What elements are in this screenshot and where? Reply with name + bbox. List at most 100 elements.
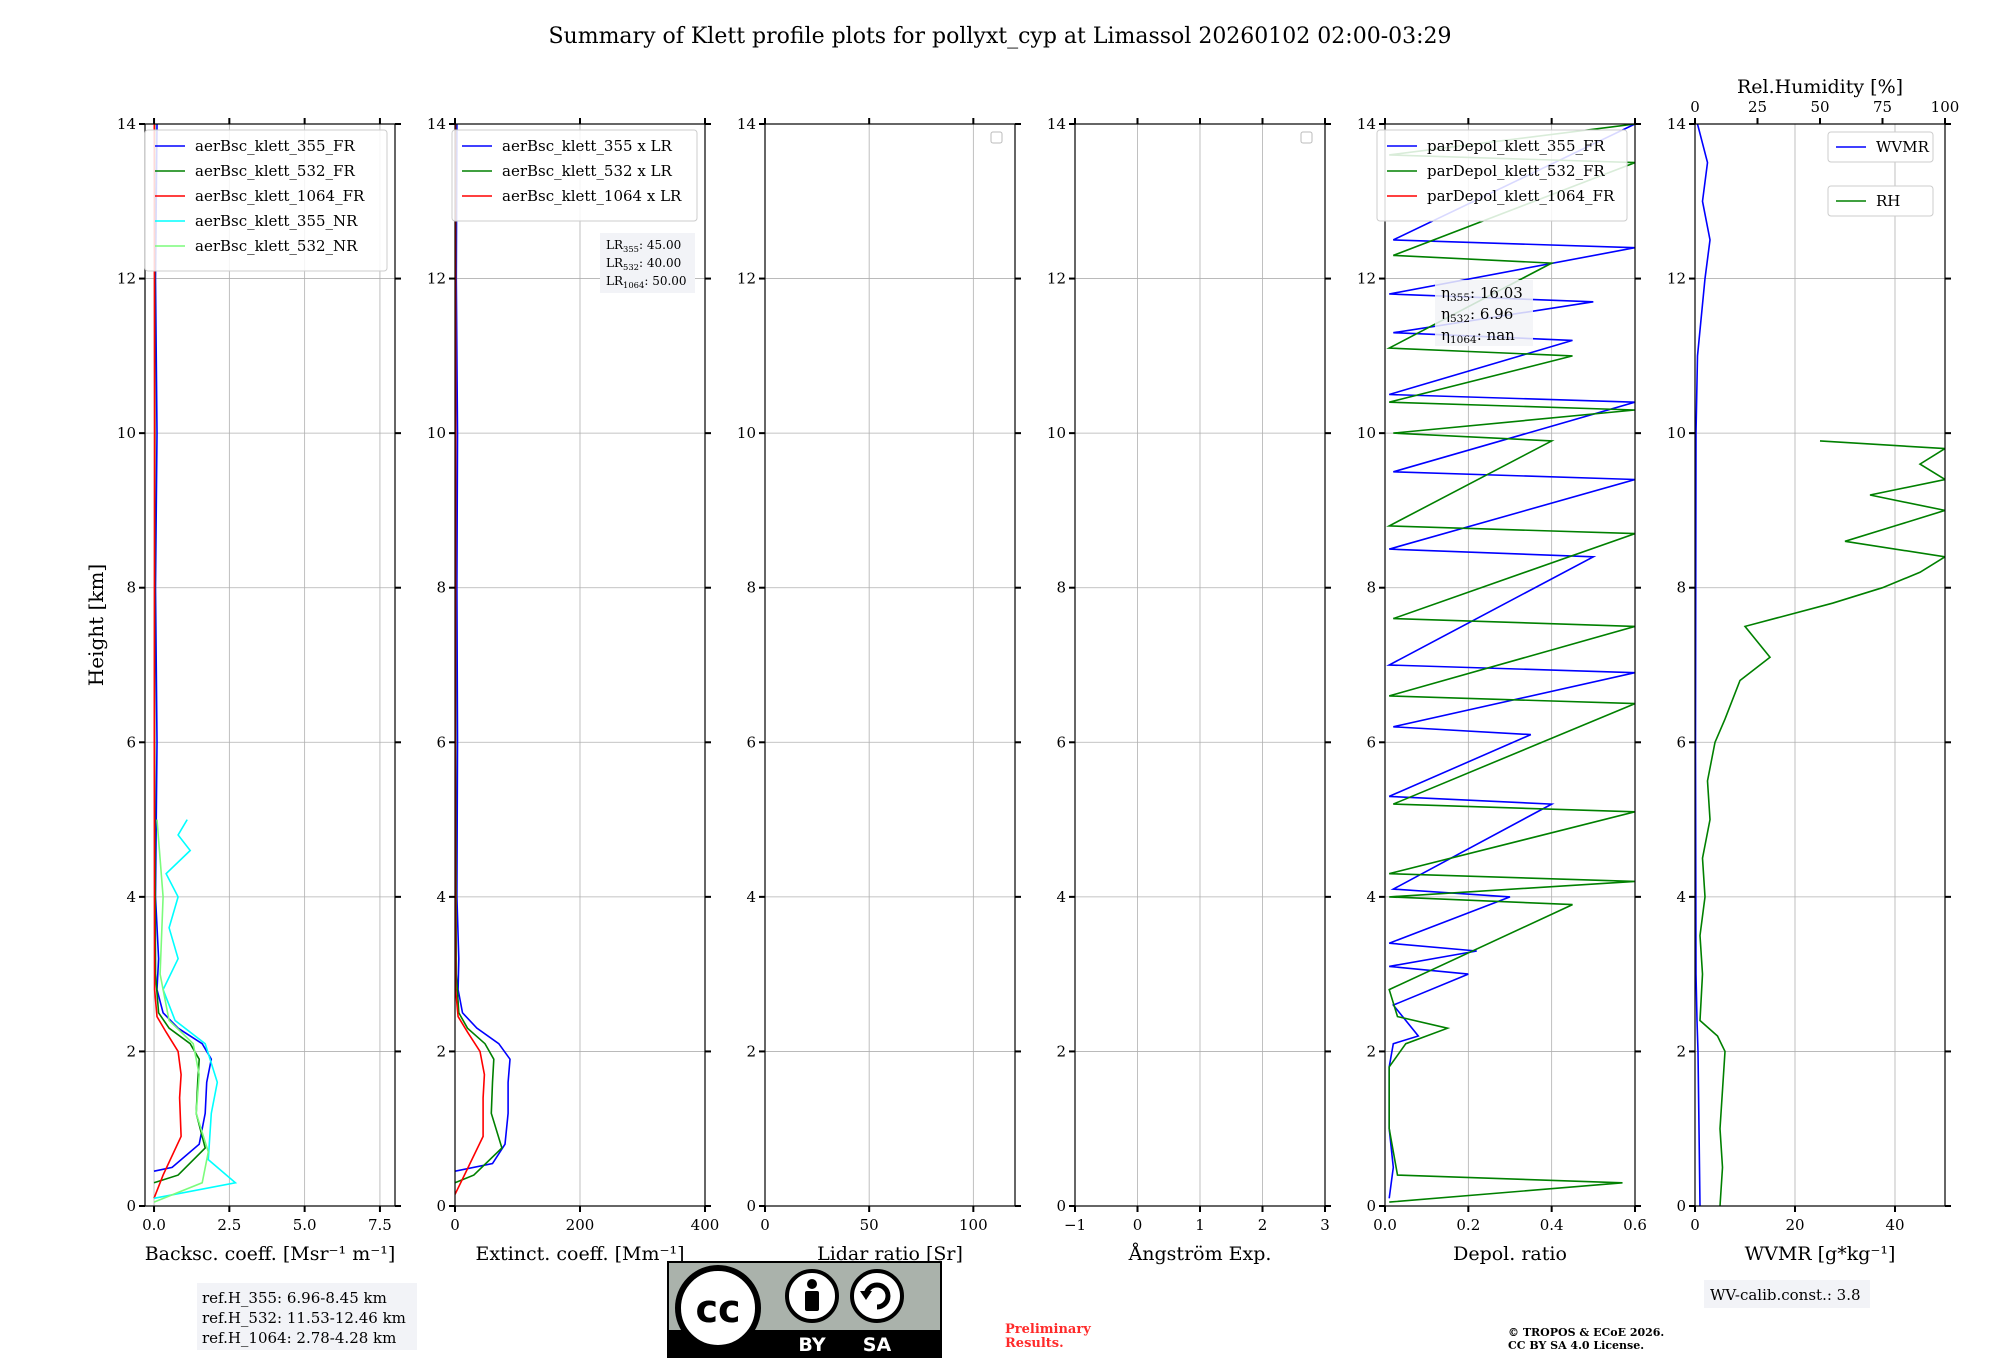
y-axis-label: Height [km] bbox=[84, 564, 108, 686]
y-tick-label: 8 bbox=[1366, 579, 1376, 597]
x-tick-label: 0 bbox=[1690, 1216, 1700, 1234]
series-group bbox=[455, 124, 511, 1195]
y-tick-label: 6 bbox=[746, 733, 756, 751]
y-tick-label: 2 bbox=[1056, 1042, 1066, 1060]
top-x-tick-label: 50 bbox=[1810, 98, 1829, 116]
y-tick-label: 2 bbox=[1366, 1042, 1376, 1060]
y-tick-label: 14 bbox=[117, 115, 136, 133]
y-tick-label: 10 bbox=[1047, 424, 1066, 442]
y-tick-label: 10 bbox=[427, 424, 446, 442]
x-tick-label: 20 bbox=[1785, 1216, 1804, 1234]
y-tick-label: 8 bbox=[126, 579, 136, 597]
top-x-tick-label: 25 bbox=[1748, 98, 1767, 116]
cc-icon: cc bbox=[675, 1265, 761, 1351]
y-tick-label: 8 bbox=[746, 579, 756, 597]
eta-box bbox=[1435, 280, 1533, 346]
eta-value-355: η355: 16.03 bbox=[1441, 284, 1523, 304]
cc-by-sa-badge[interactable]: cc BY SA bbox=[667, 1261, 942, 1358]
ref-height-532: ref.H_532: 11.53-12.46 km bbox=[202, 1309, 406, 1327]
y-tick-label: 2 bbox=[126, 1042, 136, 1060]
series-line-parDepol_klett_532_FR bbox=[1386, 124, 1635, 1203]
axes-frame bbox=[764, 123, 1016, 1207]
y-tick-label: 8 bbox=[1056, 579, 1066, 597]
y-tick-label: 12 bbox=[117, 270, 136, 288]
x-tick-label: 3 bbox=[1320, 1216, 1330, 1234]
legend-entry: aerBsc_klett_532_NR bbox=[195, 237, 358, 255]
series-line-aerBsc_klett_532_NR bbox=[153, 819, 210, 1203]
y-tick-label: 4 bbox=[126, 888, 136, 906]
series-group bbox=[1695, 124, 1945, 1206]
series-group bbox=[153, 124, 238, 1203]
x-tick-label: 200 bbox=[566, 1216, 595, 1234]
y-tick-label: 14 bbox=[1357, 115, 1376, 133]
legend-entry: parDepol_klett_532_FR bbox=[1427, 162, 1605, 180]
panel-depol: 0 2 4 6 8 10 12 14 0.0 0.2 0.4 0.6 Depol. ratio parDe… bbox=[1357, 115, 1647, 1265]
y-tick-label: 6 bbox=[1366, 733, 1376, 751]
wv-calib-box: WV-calib.const.: 3.8 bbox=[1704, 1280, 1870, 1308]
x-tick-label: 0.0 bbox=[142, 1216, 166, 1234]
x-tick-label: 1 bbox=[1195, 1216, 1205, 1234]
x-tick-label: 2 bbox=[1258, 1216, 1268, 1234]
y-tick-label: 10 bbox=[1357, 424, 1376, 442]
lr-box bbox=[600, 233, 695, 293]
badge-by-label: BY bbox=[798, 1334, 825, 1356]
legend-entry: aerBsc_klett_1064_FR bbox=[195, 187, 365, 205]
empty-legend-box bbox=[990, 131, 1003, 144]
legend-entry: aerBsc_klett_1064 x LR bbox=[502, 187, 682, 205]
copyright-line2: CC BY SA 4.0 License. bbox=[1508, 1339, 1644, 1352]
lr-value-355: LR355: 45.00 bbox=[606, 238, 681, 254]
x-tick-label: 0.6 bbox=[1623, 1216, 1647, 1234]
axes-frame bbox=[1384, 123, 1636, 1207]
y-tick-label: 12 bbox=[737, 270, 756, 288]
axes-frame bbox=[144, 123, 396, 1207]
x-tick-label: 0 bbox=[450, 1216, 460, 1234]
legend-entry: aerBsc_klett_532 x LR bbox=[502, 162, 673, 180]
x-tick-label: 7.5 bbox=[368, 1216, 392, 1234]
y-tick-label: 12 bbox=[1667, 270, 1686, 288]
y-tick-label: 0 bbox=[746, 1197, 756, 1215]
y-tick-label: 8 bbox=[1676, 579, 1686, 597]
y-tick-label: 10 bbox=[737, 424, 756, 442]
series-line-aerBsc_klett_1064 x LR bbox=[455, 124, 486, 1195]
legend-box bbox=[1376, 129, 1628, 222]
y-tick-label: 14 bbox=[737, 115, 756, 133]
x-tick-label: 2.5 bbox=[217, 1216, 241, 1234]
y-tick-label: 10 bbox=[117, 424, 136, 442]
legend-entry: RH bbox=[1876, 192, 1900, 210]
sa-share-alike-icon bbox=[850, 1269, 904, 1323]
lr-value-532: LR532: 40.00 bbox=[606, 256, 681, 272]
panel-backscatter: 0 2 4 6 8 10 12 14 0.0 2.5 5.0 7.5 Backsc. coeff. [M… bbox=[117, 115, 401, 1265]
x-tick-label: 0.4 bbox=[1540, 1216, 1564, 1234]
panel-lidar-ratio: 0 2 4 6 8 10 12 14 0 50 100 Lidar ratio [Sr] bbox=[737, 115, 1021, 1265]
x-tick-label: 0 bbox=[760, 1216, 770, 1234]
y-tick-label: 4 bbox=[1366, 888, 1376, 906]
x-axis-label: Depol. ratio bbox=[1453, 1243, 1567, 1265]
x-axis-label: Ångström Exp. bbox=[1128, 1243, 1272, 1265]
cc-icon-label: cc bbox=[695, 1287, 740, 1331]
y-tick-label: 12 bbox=[427, 270, 446, 288]
y-tick-label: 6 bbox=[126, 733, 136, 751]
series-line-aerBsc_klett_1064_FR bbox=[153, 124, 182, 1199]
legend-box bbox=[451, 129, 698, 222]
x-axis-label: Lidar ratio [Sr] bbox=[817, 1243, 963, 1265]
x-axis-label: Backsc. coeff. [Msr⁻¹ m⁻¹] bbox=[145, 1243, 396, 1265]
y-tick-label: 0 bbox=[1366, 1197, 1376, 1215]
y-tick-label: 0 bbox=[1676, 1197, 1686, 1215]
y-tick-label: 14 bbox=[1047, 115, 1066, 133]
y-tick-label: 10 bbox=[1667, 424, 1686, 442]
by-attribution-icon bbox=[785, 1269, 839, 1323]
legend-box bbox=[1827, 131, 1934, 163]
legend-entry: parDepol_klett_355_FR bbox=[1427, 137, 1605, 155]
x-tick-label: 400 bbox=[691, 1216, 720, 1234]
y-tick-label: 12 bbox=[1047, 270, 1066, 288]
ref-height-355: ref.H_355: 6.96-8.45 km bbox=[202, 1289, 387, 1307]
legend-entry: parDepol_klett_1064_FR bbox=[1427, 187, 1615, 205]
series-line-aerBsc_klett_355 x LR bbox=[455, 124, 511, 1172]
y-tick-label: 8 bbox=[436, 579, 446, 597]
legend-entry: aerBsc_klett_355_NR bbox=[195, 212, 358, 230]
series-line-aerBsc_klett_355_FR bbox=[153, 124, 213, 1172]
